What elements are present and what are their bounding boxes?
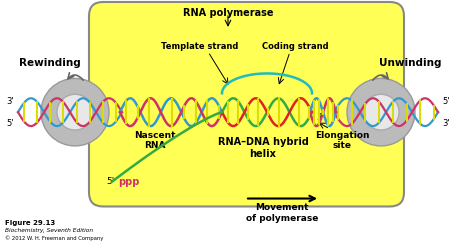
Text: 3': 3': [441, 119, 449, 128]
Circle shape: [41, 78, 109, 146]
Text: Unwinding: Unwinding: [378, 58, 440, 68]
Text: Biochemistry, Seventh Edition: Biochemistry, Seventh Edition: [5, 228, 93, 233]
Text: 3': 3': [6, 97, 14, 106]
Text: Figure 29.13: Figure 29.13: [5, 220, 55, 226]
Text: Rewinding: Rewinding: [19, 58, 81, 68]
Text: RNA–DNA hybrid
helix: RNA–DNA hybrid helix: [217, 137, 308, 159]
FancyBboxPatch shape: [89, 2, 403, 206]
Circle shape: [346, 78, 414, 146]
Text: 5': 5': [6, 119, 14, 128]
Text: Template strand: Template strand: [161, 42, 238, 51]
Text: RNA polymerase: RNA polymerase: [182, 8, 273, 18]
Text: Nascent
RNA: Nascent RNA: [134, 131, 175, 151]
Text: Elongation
site: Elongation site: [314, 131, 369, 151]
Circle shape: [362, 94, 398, 130]
Text: 3': 3': [315, 113, 323, 122]
Text: ppp: ppp: [118, 177, 139, 187]
Text: 5': 5': [106, 177, 115, 186]
Circle shape: [57, 94, 93, 130]
Text: © 2012 W. H. Freeman and Company: © 2012 W. H. Freeman and Company: [5, 235, 103, 241]
Text: Coding strand: Coding strand: [261, 42, 328, 51]
Text: 5': 5': [441, 97, 449, 106]
Text: Movement
of polymerase: Movement of polymerase: [245, 204, 318, 223]
